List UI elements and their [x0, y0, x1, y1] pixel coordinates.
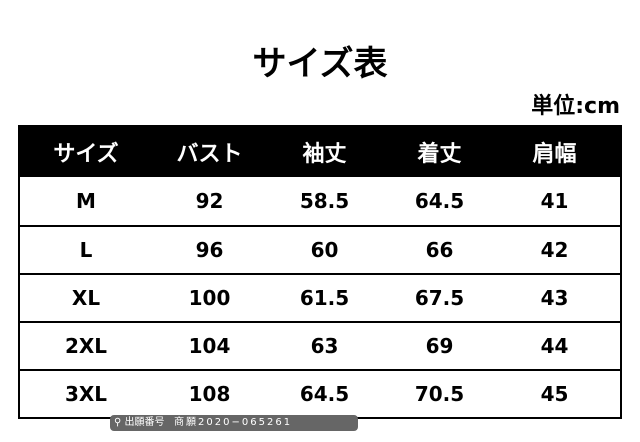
table-cell: 60: [310, 238, 339, 262]
header-cell: 肩幅: [532, 142, 577, 167]
table-cell: 69: [425, 334, 454, 358]
table-cell: 64.5: [299, 382, 350, 406]
header-cell: 着丈: [417, 142, 462, 167]
table-cell: 45: [540, 382, 569, 406]
table-cell: 2XL: [64, 334, 108, 358]
table-cell: 66: [425, 238, 454, 262]
table-row: M 92 58.5 64.5 41: [20, 177, 620, 225]
table-cell: 3XL: [64, 382, 108, 406]
table-cell: 100: [188, 286, 231, 310]
table-cell: 41: [540, 189, 569, 213]
header-cell: 袖丈: [302, 142, 347, 167]
unit-label: 単位:cm: [531, 94, 620, 119]
table-cell: 58.5: [299, 189, 350, 213]
search-icon: ⚲: [114, 417, 122, 428]
table-cell: 108: [188, 382, 231, 406]
table-cell: 63: [310, 334, 339, 358]
table-row: XL 100 61.5 67.5 43: [20, 273, 620, 321]
page-title: サイズ表: [252, 44, 388, 84]
table-row: 3XL 108 64.5 70.5 45: [20, 369, 620, 417]
table-cell: 61.5: [299, 286, 350, 310]
table-row: 2XL 104 63 69 44: [20, 321, 620, 369]
table-cell: 44: [540, 334, 569, 358]
watermark-number: 商願2020−065261: [174, 417, 293, 428]
table-cell: XL: [71, 286, 101, 310]
table-cell: M: [76, 189, 96, 213]
watermark-label: 出願番号: [124, 417, 165, 428]
table-header: サイズ バスト 袖丈 着丈 肩幅: [20, 127, 620, 177]
table-cell: 42: [540, 238, 569, 262]
trademark-watermark: ⚲ 出願番号 商願2020−065261: [110, 415, 358, 431]
header-cell: バスト: [176, 142, 243, 167]
table-cell: 70.5: [414, 382, 465, 406]
table-cell: 96: [195, 238, 224, 262]
table-cell: L: [79, 238, 93, 262]
size-table: サイズ バスト 袖丈 着丈 肩幅 M 92 58.5 64.5 41 L 96 …: [18, 125, 622, 419]
table-cell: 67.5: [414, 286, 465, 310]
table-cell: 104: [188, 334, 231, 358]
table-cell: 43: [540, 286, 569, 310]
table-cell: 64.5: [414, 189, 465, 213]
header-cell: サイズ: [53, 142, 119, 167]
table-row: L 96 60 66 42: [20, 225, 620, 273]
table-cell: 92: [195, 189, 224, 213]
